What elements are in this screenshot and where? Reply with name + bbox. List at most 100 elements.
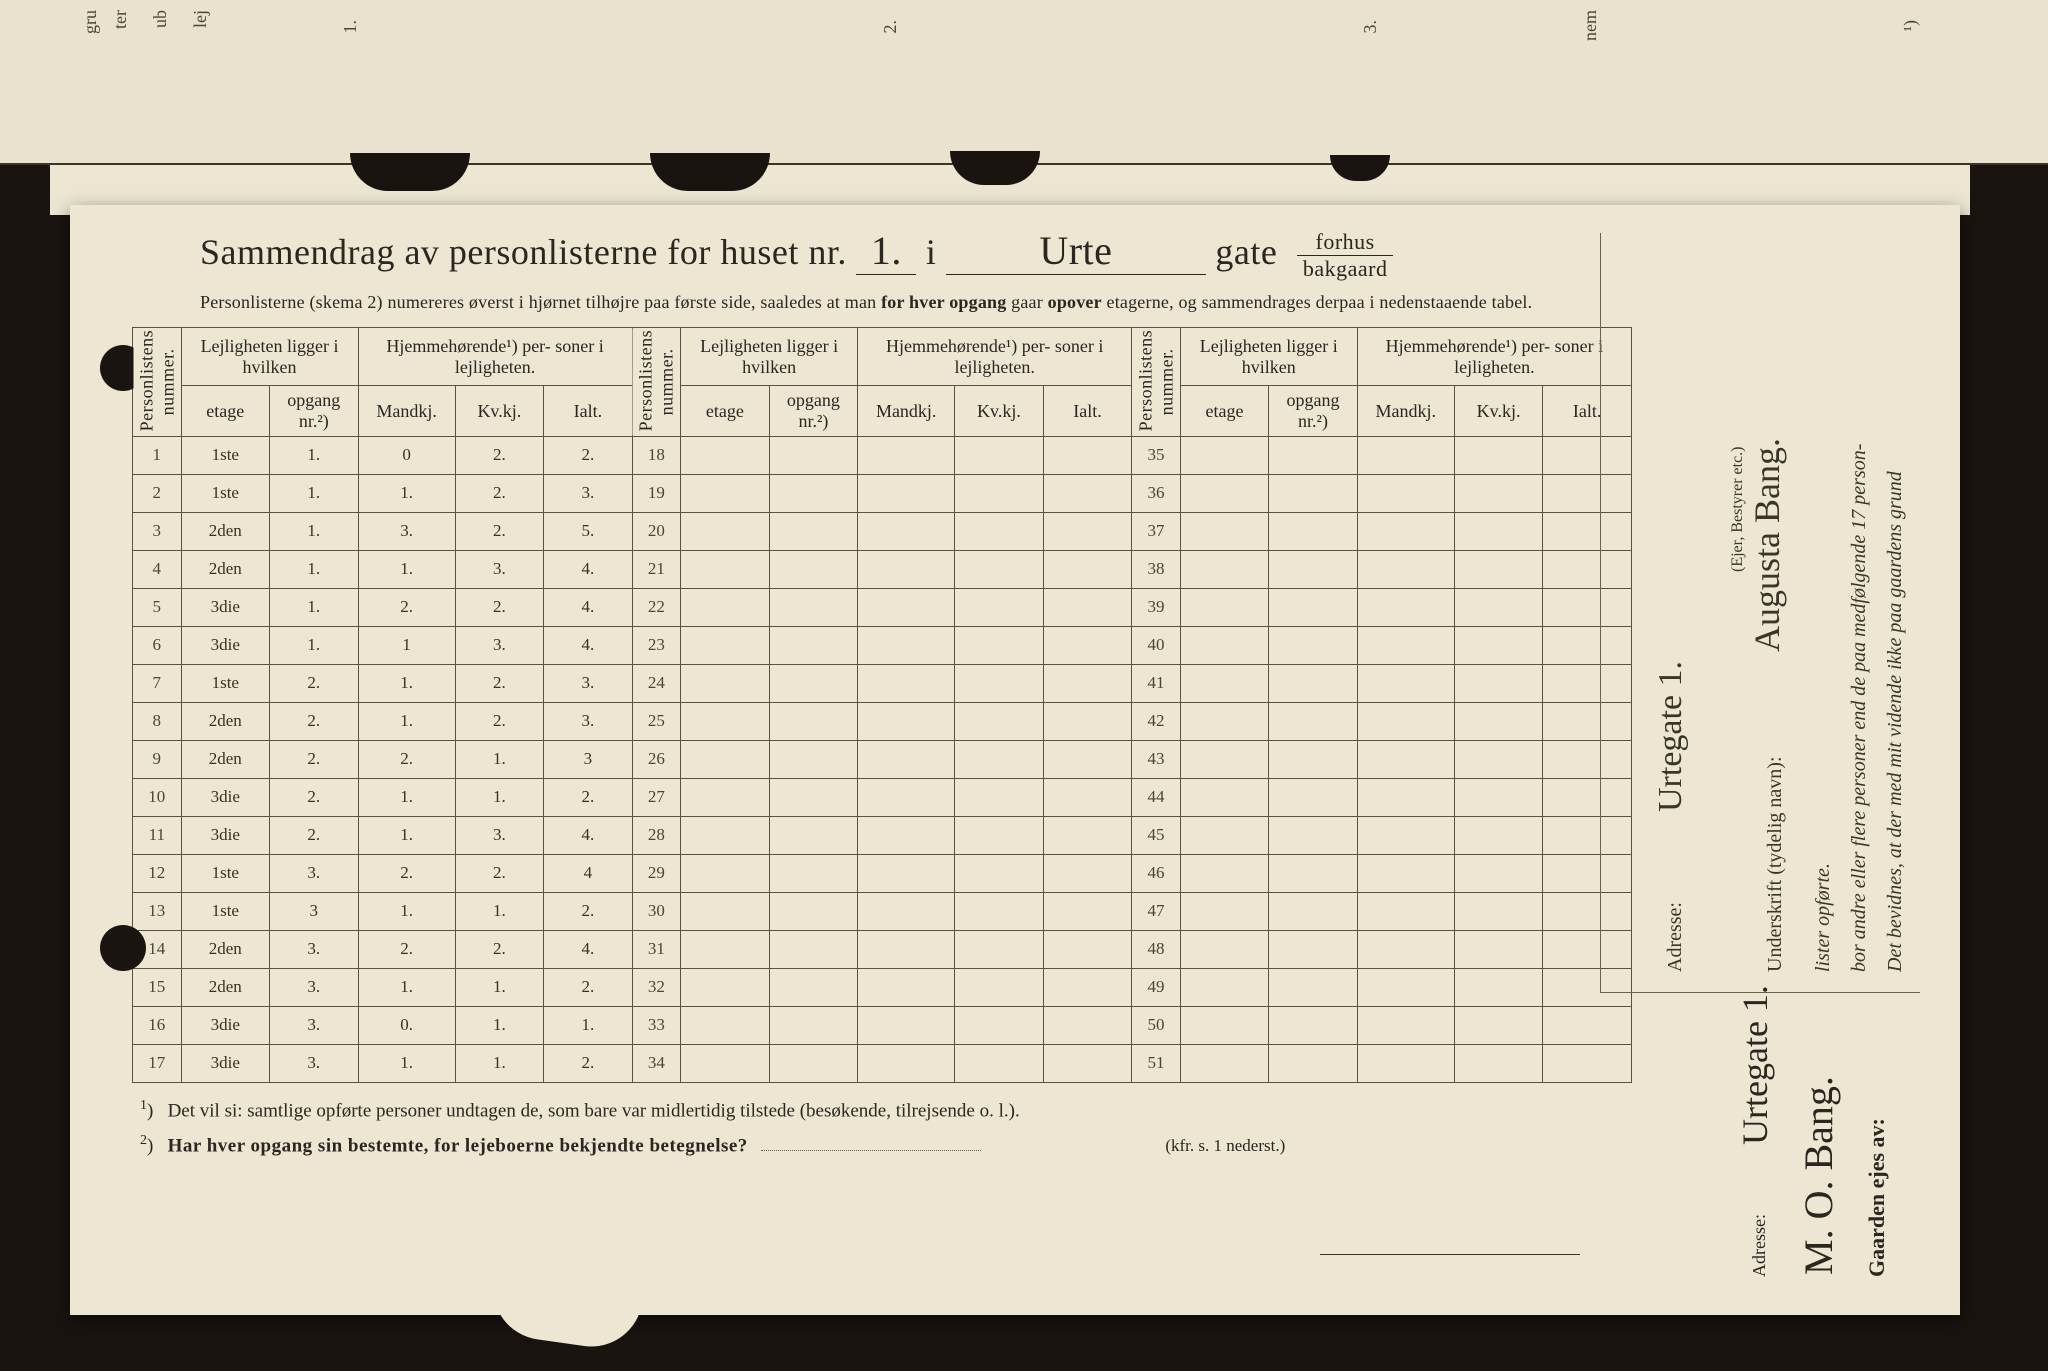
cell-empty xyxy=(1357,702,1454,740)
cell-empty xyxy=(1043,1044,1132,1082)
cell-empty xyxy=(858,740,955,778)
row-number: 1 xyxy=(133,436,182,474)
row-number: 43 xyxy=(1132,740,1181,778)
hdr-hjemme: Hjemmehørende¹) per- soner i lejligheten… xyxy=(358,328,632,386)
cell-empty xyxy=(769,816,858,854)
cell-empty xyxy=(1269,664,1358,702)
cell-empty xyxy=(681,930,770,968)
cell-ialt: 3. xyxy=(544,702,633,740)
row-number: 31 xyxy=(632,930,681,968)
cell-empty xyxy=(1269,626,1358,664)
cell-empty xyxy=(1180,588,1269,626)
cell-kvkj: 2. xyxy=(455,588,544,626)
cell-mandkj: 1. xyxy=(358,968,455,1006)
cell-etage: 3die xyxy=(181,1006,270,1044)
cell-etage: 3die xyxy=(181,1044,270,1082)
cell-empty xyxy=(1357,968,1454,1006)
cell-empty xyxy=(1454,816,1543,854)
cell-empty xyxy=(1043,1006,1132,1044)
hdr-hjemme: Hjemmehørende¹) per- soner i lejligheten… xyxy=(1357,328,1631,386)
title-gate: gate xyxy=(1215,232,1277,272)
title-prefix: Sammendrag av personlisterne for huset n… xyxy=(200,232,847,272)
cell-mandkj: 2. xyxy=(358,930,455,968)
cell-empty xyxy=(1269,854,1358,892)
cell-kvkj: 2. xyxy=(455,702,544,740)
cell-empty xyxy=(769,626,858,664)
cell-opgang: 1. xyxy=(270,626,359,664)
table-row: 63die1.13.4.2340 xyxy=(133,626,1632,664)
cell-empty xyxy=(1357,1006,1454,1044)
cell-mandkj: 1. xyxy=(358,474,455,512)
cell-empty xyxy=(1180,702,1269,740)
cell-empty xyxy=(769,436,858,474)
cell-empty xyxy=(955,892,1044,930)
cell-etage: 1ste xyxy=(181,664,270,702)
row-number: 44 xyxy=(1132,778,1181,816)
cell-empty xyxy=(1454,664,1543,702)
cell-empty xyxy=(1043,436,1132,474)
row-number: 37 xyxy=(1132,512,1181,550)
cell-empty xyxy=(1454,702,1543,740)
forhus-bakgaard: forhus bakgaard xyxy=(1297,229,1394,282)
row-number: 28 xyxy=(632,816,681,854)
cell-empty xyxy=(1180,1006,1269,1044)
cell-empty xyxy=(858,474,955,512)
cell-empty xyxy=(955,664,1044,702)
row-number: 33 xyxy=(632,1006,681,1044)
row-number: 15 xyxy=(133,968,182,1006)
hdr-personlistens: Personlistens nummer. xyxy=(1132,328,1181,436)
cell-empty xyxy=(858,854,955,892)
cell-empty xyxy=(769,930,858,968)
cell-etage: 2den xyxy=(181,702,270,740)
cell-ialt: 2. xyxy=(544,778,633,816)
cell-etage: 1ste xyxy=(181,474,270,512)
row-number: 23 xyxy=(632,626,681,664)
cell-opgang: 2. xyxy=(270,664,359,702)
cell-empty xyxy=(1269,778,1358,816)
cell-empty xyxy=(769,778,858,816)
cell-empty xyxy=(681,626,770,664)
cell-etage: 1ste xyxy=(181,892,270,930)
row-number: 29 xyxy=(632,854,681,892)
row-number: 26 xyxy=(632,740,681,778)
hdr-ialt: Ialt. xyxy=(1043,386,1132,436)
table-row: 121ste3.2.2.42946 xyxy=(133,854,1632,892)
cell-empty xyxy=(1269,930,1358,968)
cell-kvkj: 1. xyxy=(455,1044,544,1082)
hdr-hjemme: Hjemmehørende¹) per- soner i lejligheten… xyxy=(858,328,1132,386)
cell-empty xyxy=(1357,740,1454,778)
cell-empty xyxy=(955,626,1044,664)
row-number: 13 xyxy=(133,892,182,930)
cell-empty xyxy=(1043,588,1132,626)
cell-empty xyxy=(955,588,1044,626)
cell-empty xyxy=(681,740,770,778)
table-row: 152den3.1.1.2.3249 xyxy=(133,968,1632,1006)
street-name: Urte xyxy=(946,227,1206,275)
cell-empty xyxy=(858,702,955,740)
cell-ialt: 1. xyxy=(544,1006,633,1044)
cell-empty xyxy=(955,436,1044,474)
cell-empty xyxy=(858,968,955,1006)
cell-empty xyxy=(1357,816,1454,854)
table-row: 173die3.1.1.2.3451 xyxy=(133,1044,1632,1082)
cell-empty xyxy=(955,930,1044,968)
cell-empty xyxy=(1269,474,1358,512)
cell-kvkj: 2. xyxy=(455,854,544,892)
cell-empty xyxy=(1357,512,1454,550)
cell-mandkj: 1. xyxy=(358,550,455,588)
cell-ialt: 3 xyxy=(544,740,633,778)
house-number: 1. xyxy=(856,227,916,275)
cell-ialt: 2. xyxy=(544,436,633,474)
row-number: 36 xyxy=(1132,474,1181,512)
cell-empty xyxy=(1454,968,1543,1006)
row-number: 39 xyxy=(1132,588,1181,626)
hdr-personlistens: Personlistens nummer. xyxy=(133,328,182,436)
row-number: 38 xyxy=(1132,550,1181,588)
cell-ialt: 4. xyxy=(544,550,633,588)
row-number: 41 xyxy=(1132,664,1181,702)
hdr-ialt: Ialt. xyxy=(544,386,633,436)
table-row: 142den3.2.2.4.3148 xyxy=(133,930,1632,968)
cell-empty xyxy=(681,1006,770,1044)
cell-empty xyxy=(1043,474,1132,512)
row-number: 48 xyxy=(1132,930,1181,968)
